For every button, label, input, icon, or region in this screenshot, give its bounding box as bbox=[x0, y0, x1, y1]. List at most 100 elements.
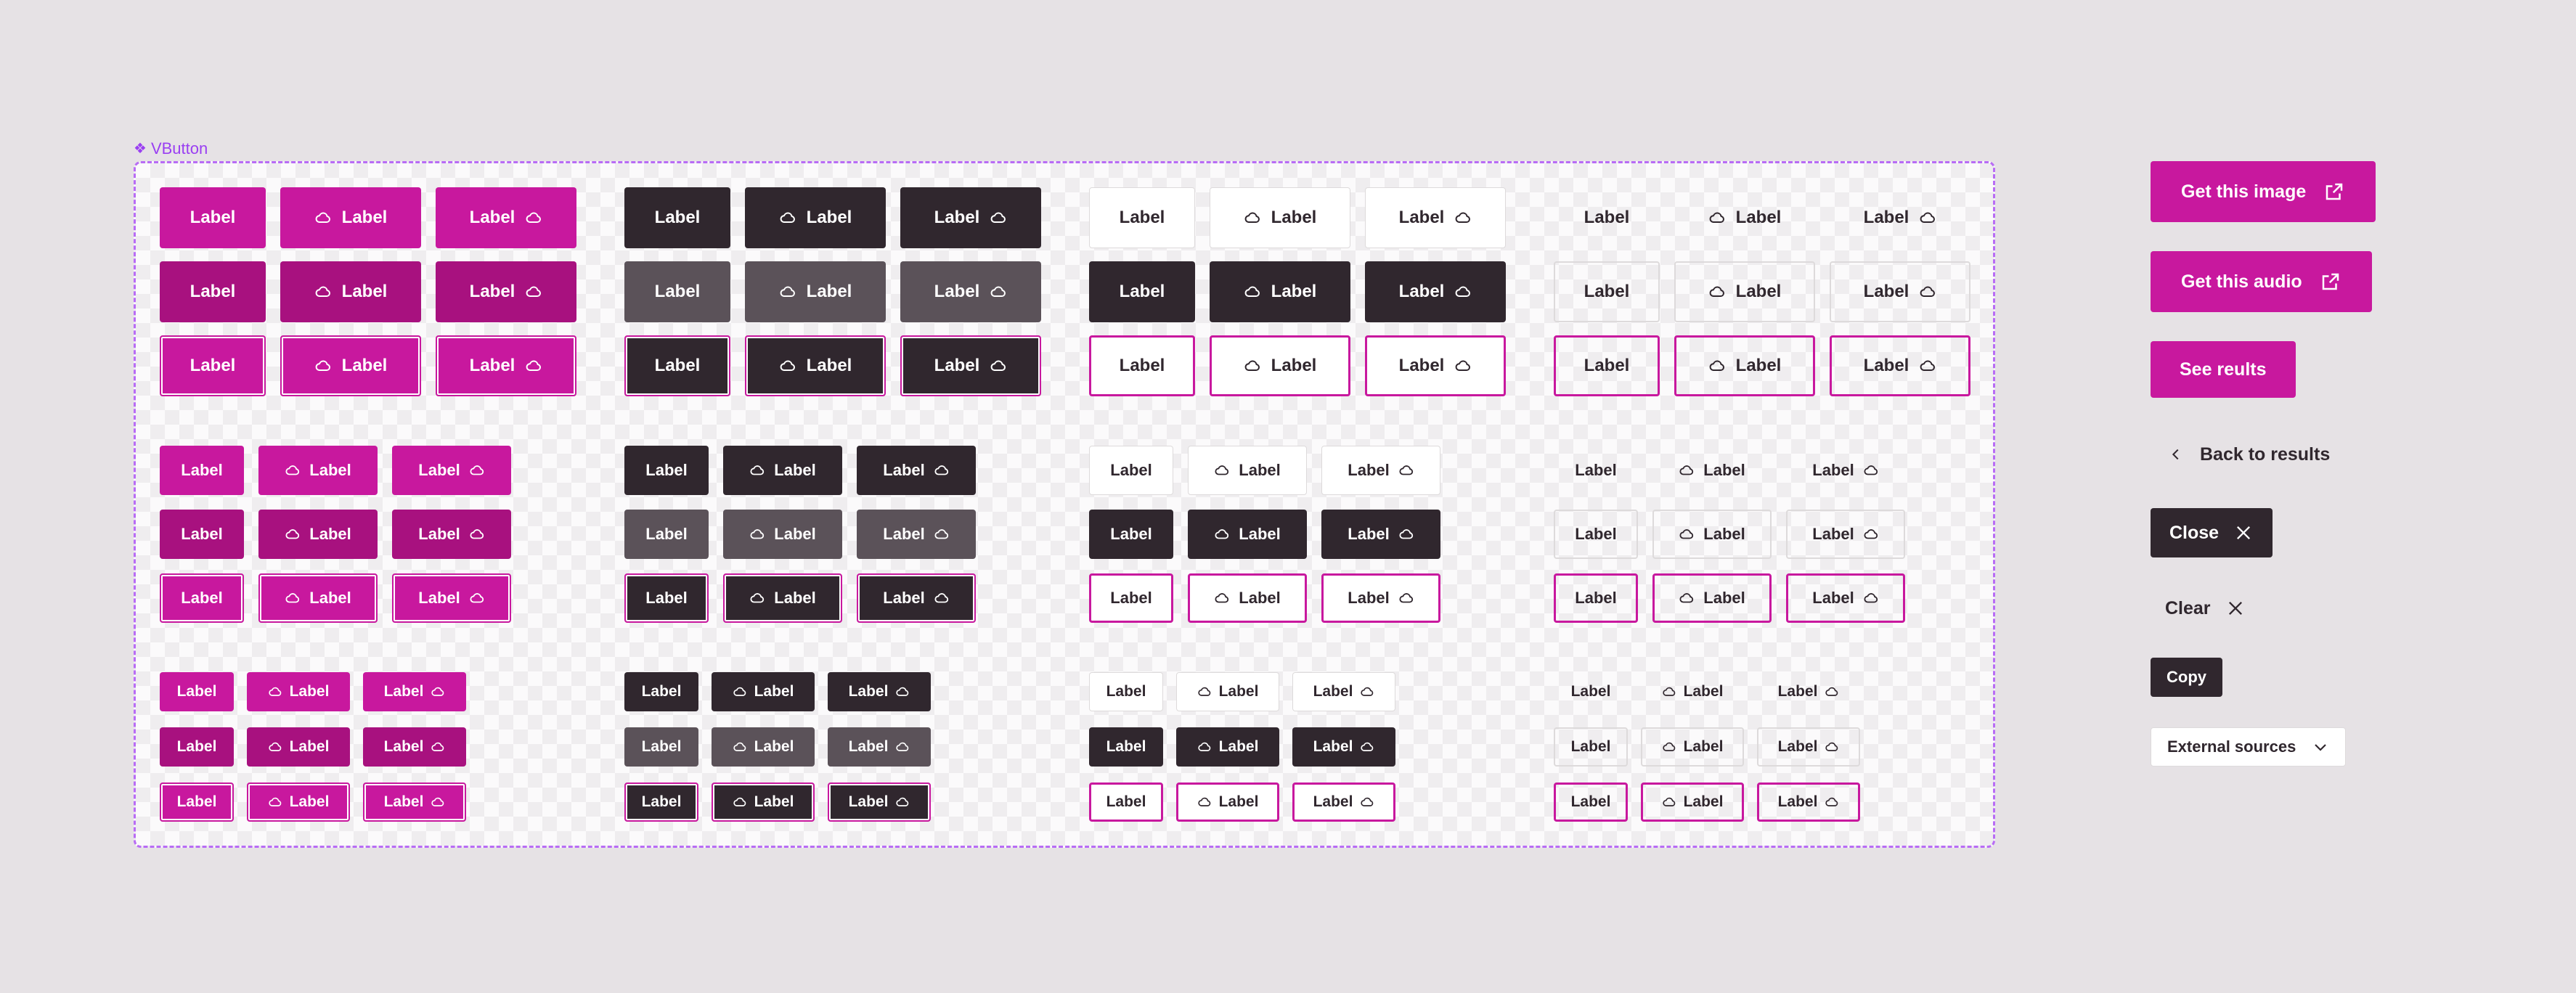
back-to-results-button[interactable]: Back to results bbox=[2151, 433, 2347, 476]
label-button-end[interactable]: Label bbox=[900, 335, 1041, 396]
label-button-icon[interactable]: Label bbox=[247, 782, 350, 822]
get-this-image-button[interactable]: Get this image bbox=[2151, 161, 2376, 222]
label-button-icon[interactable]: Label bbox=[280, 261, 421, 322]
label-button-icon[interactable]: Label bbox=[1674, 261, 1815, 322]
label-button-end[interactable]: Label bbox=[363, 782, 466, 822]
label-button-plain[interactable]: Label bbox=[624, 782, 698, 822]
label-button-plain[interactable]: Label bbox=[1554, 573, 1638, 623]
label-button-icon[interactable]: Label bbox=[1176, 727, 1279, 767]
label-button-end[interactable]: Label bbox=[1757, 672, 1860, 711]
label-button-icon[interactable]: Label bbox=[247, 727, 350, 767]
label-button-icon[interactable]: Label bbox=[1641, 782, 1744, 822]
label-button-end[interactable]: Label bbox=[828, 727, 931, 767]
label-button-icon[interactable]: Label bbox=[247, 672, 350, 711]
label-button-end[interactable]: Label bbox=[392, 510, 511, 559]
label-button-icon[interactable]: Label bbox=[1652, 446, 1772, 495]
label-button-plain[interactable]: Label bbox=[1089, 187, 1195, 248]
label-button-icon[interactable]: Label bbox=[723, 446, 842, 495]
label-button-icon[interactable]: Label bbox=[723, 510, 842, 559]
label-button-end[interactable]: Label bbox=[1321, 510, 1440, 559]
label-button-icon[interactable]: Label bbox=[258, 573, 378, 623]
label-button-icon[interactable]: Label bbox=[1188, 510, 1307, 559]
label-button-end[interactable]: Label bbox=[1786, 510, 1905, 559]
label-button-end[interactable]: Label bbox=[857, 446, 976, 495]
label-button-icon[interactable]: Label bbox=[1210, 261, 1350, 322]
label-button-icon[interactable]: Label bbox=[280, 187, 421, 248]
label-button-end[interactable]: Label bbox=[436, 187, 576, 248]
label-button-end[interactable]: Label bbox=[828, 672, 931, 711]
label-button-plain[interactable]: Label bbox=[1554, 446, 1638, 495]
label-button-plain[interactable]: Label bbox=[624, 573, 709, 623]
label-button-end[interactable]: Label bbox=[1321, 573, 1440, 623]
label-button-plain[interactable]: Label bbox=[1089, 261, 1195, 322]
label-button-icon[interactable]: Label bbox=[1188, 573, 1307, 623]
label-button-icon[interactable]: Label bbox=[1652, 573, 1772, 623]
label-button-end[interactable]: Label bbox=[1292, 672, 1395, 711]
label-button-end[interactable]: Label bbox=[900, 187, 1041, 248]
label-button-end[interactable]: Label bbox=[1786, 446, 1905, 495]
label-button-plain[interactable]: Label bbox=[624, 446, 709, 495]
label-button-plain[interactable]: Label bbox=[1089, 672, 1163, 711]
label-button-end[interactable]: Label bbox=[857, 573, 976, 623]
label-button-plain[interactable]: Label bbox=[160, 335, 266, 396]
label-button-icon[interactable]: Label bbox=[1674, 335, 1815, 396]
label-button-plain[interactable]: Label bbox=[1089, 510, 1173, 559]
label-button-icon[interactable]: Label bbox=[1674, 187, 1815, 248]
label-button-end[interactable]: Label bbox=[1830, 335, 1970, 396]
copy-button[interactable]: Copy bbox=[2151, 658, 2222, 697]
label-button-end[interactable]: Label bbox=[1757, 727, 1860, 767]
label-button-plain[interactable]: Label bbox=[1554, 187, 1660, 248]
label-button-icon[interactable]: Label bbox=[258, 510, 378, 559]
label-button-end[interactable]: Label bbox=[392, 446, 511, 495]
label-button-icon[interactable]: Label bbox=[1176, 782, 1279, 822]
clear-button[interactable]: Clear bbox=[2151, 587, 2260, 630]
label-button-icon[interactable]: Label bbox=[745, 335, 886, 396]
label-button-plain[interactable]: Label bbox=[1089, 727, 1163, 767]
label-button-end[interactable]: Label bbox=[828, 782, 931, 822]
label-button-icon[interactable]: Label bbox=[745, 187, 886, 248]
label-button-end[interactable]: Label bbox=[1292, 727, 1395, 767]
label-button-plain[interactable]: Label bbox=[160, 672, 234, 711]
label-button-end[interactable]: Label bbox=[1757, 782, 1860, 822]
label-button-plain[interactable]: Label bbox=[1554, 335, 1660, 396]
label-button-end[interactable]: Label bbox=[900, 261, 1041, 322]
label-button-end[interactable]: Label bbox=[857, 510, 976, 559]
see-results-button[interactable]: See reults bbox=[2151, 341, 2296, 398]
label-button-icon[interactable]: Label bbox=[1210, 335, 1350, 396]
label-button-icon[interactable]: Label bbox=[258, 446, 378, 495]
label-button-plain[interactable]: Label bbox=[1089, 335, 1195, 396]
label-button-plain[interactable]: Label bbox=[160, 261, 266, 322]
label-button-plain[interactable]: Label bbox=[624, 727, 698, 767]
close-button[interactable]: Close bbox=[2151, 508, 2273, 557]
label-button-icon[interactable]: Label bbox=[712, 727, 815, 767]
label-button-end[interactable]: Label bbox=[1830, 261, 1970, 322]
label-button-icon[interactable]: Label bbox=[745, 261, 886, 322]
label-button-icon[interactable]: Label bbox=[1210, 187, 1350, 248]
label-button-icon[interactable]: Label bbox=[1641, 727, 1744, 767]
label-button-end[interactable]: Label bbox=[1321, 446, 1440, 495]
label-button-plain[interactable]: Label bbox=[624, 335, 730, 396]
label-button-icon[interactable]: Label bbox=[280, 335, 421, 396]
label-button-icon[interactable]: Label bbox=[1652, 510, 1772, 559]
label-button-end[interactable]: Label bbox=[392, 573, 511, 623]
label-button-plain[interactable]: Label bbox=[160, 727, 234, 767]
label-button-plain[interactable]: Label bbox=[1554, 782, 1628, 822]
get-this-audio-button[interactable]: Get this audio bbox=[2151, 251, 2372, 312]
label-button-end[interactable]: Label bbox=[1786, 573, 1905, 623]
label-button-end[interactable]: Label bbox=[1365, 335, 1506, 396]
label-button-plain[interactable]: Label bbox=[1554, 510, 1638, 559]
external-sources-dropdown[interactable]: External sources bbox=[2151, 727, 2347, 767]
label-button-plain[interactable]: Label bbox=[160, 510, 244, 559]
label-button-plain[interactable]: Label bbox=[160, 446, 244, 495]
label-button-plain[interactable]: Label bbox=[160, 187, 266, 248]
label-button-icon[interactable]: Label bbox=[723, 573, 842, 623]
label-button-end[interactable]: Label bbox=[1830, 187, 1970, 248]
label-button-plain[interactable]: Label bbox=[1089, 782, 1163, 822]
label-button-plain[interactable]: Label bbox=[1554, 727, 1628, 767]
label-button-icon[interactable]: Label bbox=[712, 782, 815, 822]
label-button-plain[interactable]: Label bbox=[160, 782, 234, 822]
label-button-plain[interactable]: Label bbox=[1089, 573, 1173, 623]
label-button-icon[interactable]: Label bbox=[1641, 672, 1744, 711]
label-button-end[interactable]: Label bbox=[363, 672, 466, 711]
label-button-plain[interactable]: Label bbox=[624, 672, 698, 711]
